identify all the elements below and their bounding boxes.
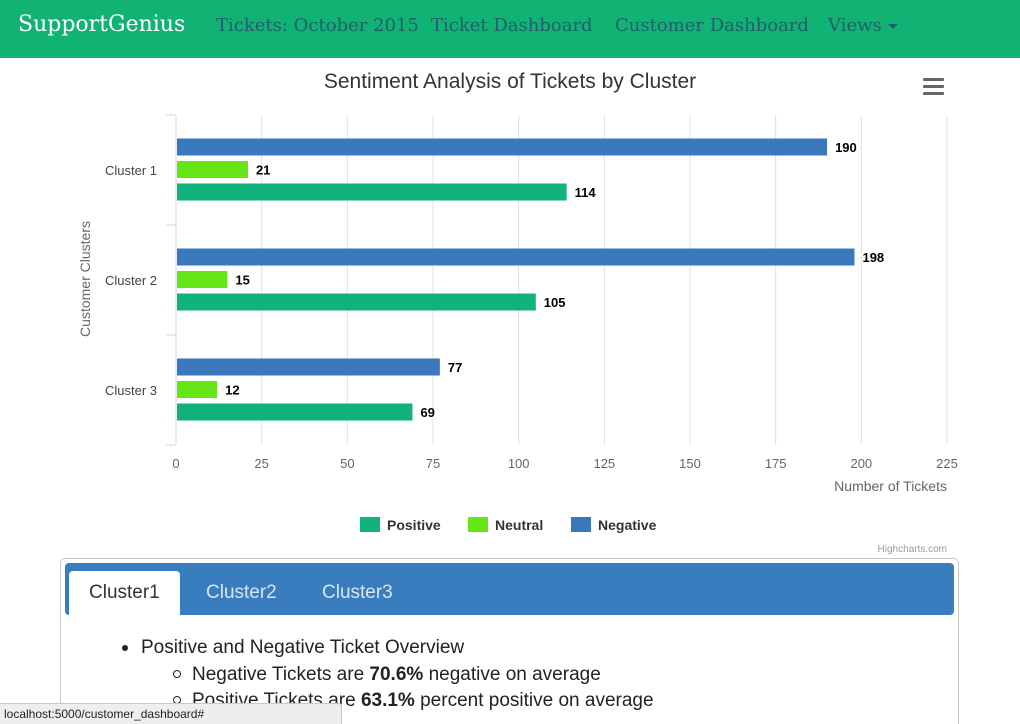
positive-suffix: percent positive on average: [414, 690, 654, 711]
negative-suffix: negative on average: [423, 664, 601, 685]
x-tick-label: 200: [850, 456, 872, 471]
data-label: 21: [256, 163, 270, 178]
tab-cluster1[interactable]: Cluster1: [69, 571, 180, 615]
data-label: 12: [225, 383, 239, 398]
nav-ticket-dashboard[interactable]: Ticket Dashboard: [431, 15, 593, 36]
bar-neutral: [177, 381, 218, 398]
category-label: Cluster 2: [105, 273, 157, 288]
negative-prefix: Negative Tickets are: [192, 664, 370, 685]
navbar: SupportGenius Tickets: October 2015 Tick…: [0, 0, 1020, 58]
x-tick-label: 25: [254, 456, 268, 471]
legend-label: Negative: [598, 517, 657, 533]
nav-tickets-october[interactable]: Tickets: October 2015: [216, 15, 419, 36]
bar-positive: [177, 183, 567, 201]
legend-swatch: [571, 517, 591, 532]
x-tick-label: 50: [340, 456, 354, 471]
bar-positive: [177, 403, 413, 421]
x-axis-title: Number of Tickets: [834, 478, 947, 494]
bar-negative: [177, 248, 855, 266]
x-tick-label: 75: [426, 456, 440, 471]
x-tick-label: 0: [172, 456, 179, 471]
chevron-down-icon: [887, 23, 898, 29]
bullet-icon: [122, 645, 128, 651]
overview-heading: Positive and Negative Ticket Overview: [141, 637, 465, 658]
x-tick-label: 100: [508, 456, 530, 471]
legend-swatch: [468, 517, 488, 532]
x-tick-label: 150: [679, 456, 701, 471]
browser-status-url: localhost:5000/customer_dashboard#: [0, 703, 342, 724]
cluster-tab-bar: Cluster1 Cluster2 Cluster3: [65, 563, 954, 615]
category-label: Cluster 1: [105, 163, 157, 178]
negative-value: 70.6%: [369, 664, 424, 685]
negative-stat: Negative Tickets are 70.6% negative on a…: [173, 664, 601, 686]
legend-label: Positive: [387, 517, 441, 533]
category-label: Cluster 3: [105, 383, 157, 398]
data-label: 198: [862, 250, 884, 265]
bar-neutral: [177, 271, 228, 288]
legend-item-positive[interactable]: Positive: [360, 517, 441, 533]
tab-cluster2[interactable]: Cluster2: [206, 582, 277, 603]
circle-bullet-icon: [173, 670, 181, 678]
bar-positive: [177, 293, 536, 311]
x-tick-label: 175: [765, 456, 787, 471]
data-label: 77: [448, 360, 462, 375]
data-label: 15: [235, 273, 249, 288]
chart-credits[interactable]: Highcharts.com: [878, 544, 947, 555]
data-label: 69: [420, 405, 434, 420]
x-tick-label: 225: [936, 456, 958, 471]
legend-label: Neutral: [495, 517, 543, 533]
bar-neutral: [177, 161, 248, 178]
nav-customer-dashboard[interactable]: Customer Dashboard: [615, 15, 809, 36]
chart-menu-icon[interactable]: [918, 74, 950, 100]
views-label: Views: [828, 15, 882, 36]
sentiment-bar-chart: Sentiment Analysis of Tickets by Cluster…: [77, 70, 958, 555]
bar-negative: [177, 138, 828, 156]
brand-logo[interactable]: SupportGenius: [18, 12, 186, 37]
positive-value: 63.1%: [360, 690, 415, 711]
nav-views-dropdown[interactable]: Views: [828, 15, 898, 36]
legend-item-negative[interactable]: Negative: [571, 517, 657, 533]
x-tick-label: 125: [593, 456, 615, 471]
data-label: 114: [575, 185, 597, 200]
tab-cluster3[interactable]: Cluster3: [322, 582, 393, 603]
bar-negative: [177, 358, 440, 376]
legend-swatch: [360, 517, 380, 532]
data-label: 105: [544, 295, 566, 310]
data-label: 190: [835, 140, 857, 155]
y-axis-title: Customer Clusters: [77, 221, 93, 337]
legend-item-neutral[interactable]: Neutral: [468, 517, 543, 533]
chart-title: Sentiment Analysis of Tickets by Cluster: [324, 70, 696, 93]
overview-item: Positive and Negative Ticket Overview: [122, 637, 465, 659]
cluster-details-panel: Cluster1 Cluster2 Cluster3 Positive and …: [60, 558, 959, 724]
